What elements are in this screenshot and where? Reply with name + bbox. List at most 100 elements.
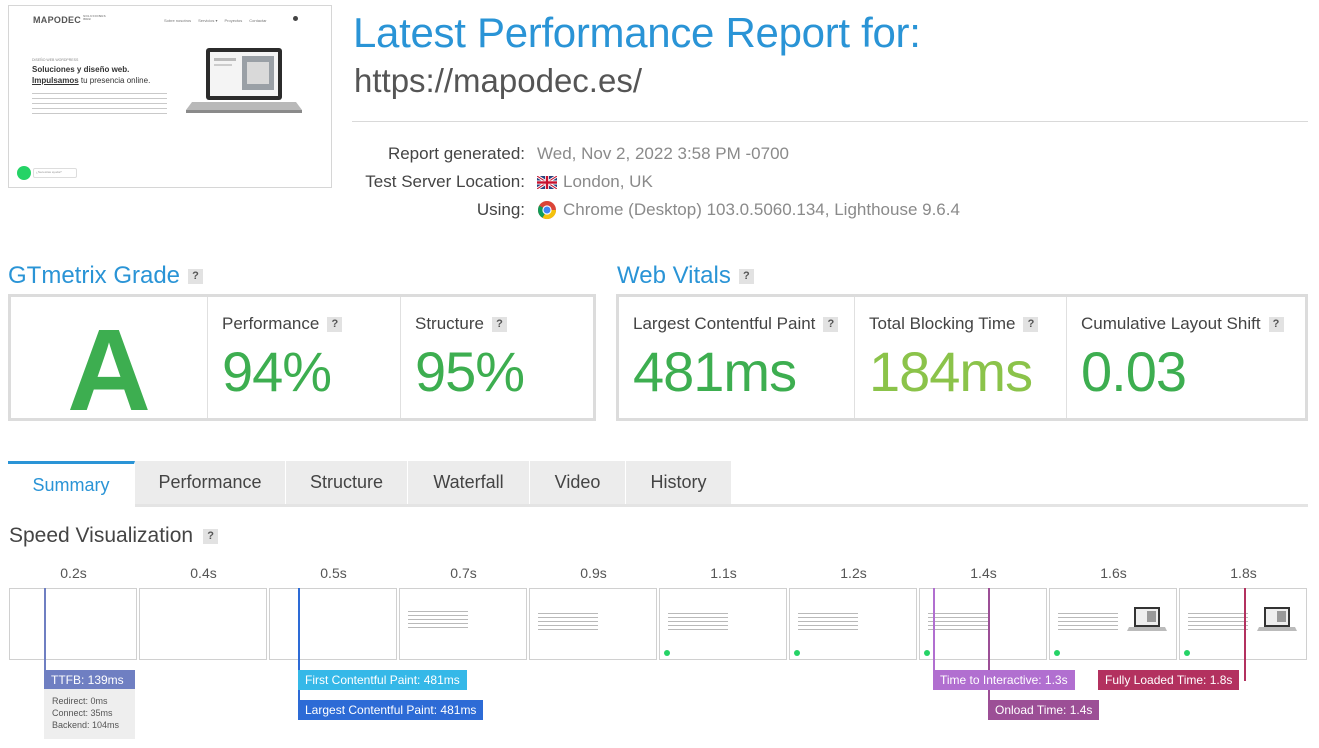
timeline-tick: 0.5s xyxy=(320,565,347,581)
report-generated-value: Wed, Nov 2, 2022 3:58 PM -0700 xyxy=(537,144,790,163)
divider xyxy=(352,121,1308,122)
help-icon[interactable]: ? xyxy=(188,268,204,284)
fcp-marker: First Contentful Paint: 481ms xyxy=(298,670,467,690)
screenshot-nav-item: Sobre nosotros xyxy=(164,18,192,23)
onload-line xyxy=(988,588,990,711)
site-screenshot[interactable]: MAPODEC SOLUCIONES WEB Sobre nosotros Ser… xyxy=(8,5,332,188)
help-icon[interactable]: ? xyxy=(1023,316,1039,332)
timeline-tick: 0.9s xyxy=(580,565,607,581)
tab-waterfall[interactable]: Waterfall xyxy=(408,461,530,504)
filmstrip-frame[interactable] xyxy=(659,588,787,660)
fully-loaded-marker: Fully Loaded Time: 1.8s xyxy=(1098,670,1240,690)
tti-line xyxy=(933,588,935,681)
cls-value: 0.03 xyxy=(1081,340,1187,403)
chat-pill: ¿Necesitas ayuda? xyxy=(33,168,77,178)
fcp-lcp-line xyxy=(298,588,300,712)
filmstrip-frame[interactable] xyxy=(139,588,267,660)
timeline-tick: 1.8s xyxy=(1230,565,1257,581)
timeline-tick: 0.2s xyxy=(60,565,87,581)
fully-loaded-line xyxy=(1244,588,1246,681)
using-value: Chrome (Desktop) 103.0.5060.134, Lightho… xyxy=(537,200,960,220)
performance-cell: Performance? 94% xyxy=(208,297,401,418)
tab-history[interactable]: History xyxy=(626,461,732,504)
structure-label: Structure? xyxy=(415,314,507,334)
whatsapp-icon xyxy=(924,650,930,656)
performance-label: Performance? xyxy=(222,314,343,334)
timeline-ticks: 0.2s 0.4s 0.5s 0.7s 0.9s 1.1s 1.2s 1.4s … xyxy=(8,565,1308,583)
whatsapp-icon xyxy=(1054,650,1060,656)
connect-time: Connect: 35ms xyxy=(52,708,113,718)
timeline-tick: 0.7s xyxy=(450,565,477,581)
filmstrip-frame[interactable] xyxy=(529,588,657,660)
timeline-tick: 0.4s xyxy=(190,565,217,581)
filmstrip-frame[interactable] xyxy=(919,588,1047,660)
help-icon[interactable]: ? xyxy=(491,316,507,332)
tbt-value: 184ms xyxy=(869,340,1033,403)
filmstrip xyxy=(8,588,1308,660)
screenshot-paragraph xyxy=(32,93,167,117)
onload-marker: Onload Time: 1.4s xyxy=(988,700,1100,720)
web-vitals-heading: Web Vitals ? xyxy=(617,262,754,290)
filmstrip-frame[interactable] xyxy=(1179,588,1307,660)
uk-flag-icon xyxy=(537,175,557,189)
lcp-label: Largest Contentful Paint? xyxy=(633,314,839,334)
timeline-tick: 1.2s xyxy=(840,565,867,581)
timeline-tick: 1.1s xyxy=(710,565,737,581)
grade-cell: A xyxy=(11,297,208,435)
filmstrip-frame[interactable] xyxy=(9,588,137,660)
laptop-image xyxy=(1257,607,1297,631)
whatsapp-icon[interactable] xyxy=(17,166,31,180)
timeline-tick: 1.4s xyxy=(970,565,997,581)
redirect-time: Redirect: 0ms xyxy=(52,696,108,706)
screenshot-brand: MAPODEC SOLUCIONES WEB xyxy=(33,14,106,26)
performance-value: 94% xyxy=(222,340,332,403)
screenshot-nav-item: Servicios ▾ xyxy=(198,18,218,23)
lcp-marker: Largest Contentful Paint: 481ms xyxy=(298,700,484,720)
tab-performance[interactable]: Performance xyxy=(135,461,286,504)
web-vitals-panel: Largest Contentful Paint? 481ms Total Bl… xyxy=(616,294,1308,421)
ttfb-marker: TTFB: 139ms xyxy=(44,670,135,690)
tab-summary[interactable]: Summary xyxy=(8,461,135,507)
report-url[interactable]: https://mapodec.es/ xyxy=(354,62,642,99)
grade-panel: A Performance? 94% Structure? 95% xyxy=(8,294,596,435)
tab-video[interactable]: Video xyxy=(530,461,626,504)
help-icon[interactable]: ? xyxy=(327,316,343,332)
tbt-label: Total Blocking Time? xyxy=(869,314,1039,334)
help-icon[interactable]: ? xyxy=(203,528,219,544)
report-title: Latest Performance Report for: xyxy=(353,9,921,56)
lcp-value: 481ms xyxy=(633,340,797,403)
filmstrip-frame[interactable] xyxy=(269,588,397,660)
tab-structure[interactable]: Structure xyxy=(286,461,408,504)
test-location-value: London, UK xyxy=(537,172,653,192)
backend-time: Backend: 104ms xyxy=(52,720,120,730)
screenshot-headline: Soluciones y diseño web. xyxy=(32,65,130,74)
cls-label: Cumulative Layout Shift? xyxy=(1081,314,1284,334)
whatsapp-icon xyxy=(1184,650,1190,656)
tbt-cell: Total Blocking Time? 184ms xyxy=(855,297,1067,418)
filmstrip-frame[interactable] xyxy=(789,588,917,660)
help-icon[interactable]: ? xyxy=(738,268,754,284)
gtmetrix-grade-heading: GTmetrix Grade ? xyxy=(8,262,204,290)
whatsapp-icon xyxy=(664,650,670,656)
tti-marker: Time to Interactive: 1.3s xyxy=(933,670,1075,690)
help-icon[interactable]: ? xyxy=(823,316,839,332)
filmstrip-frame[interactable] xyxy=(399,588,527,660)
filmstrip-frame[interactable] xyxy=(1049,588,1177,660)
chrome-icon xyxy=(538,201,556,220)
cls-cell: Cumulative Layout Shift? 0.03 xyxy=(1067,297,1305,418)
screenshot-user-icon xyxy=(293,16,298,21)
timeline-tick: 1.6s xyxy=(1100,565,1127,581)
screenshot-kicker: DISEÑO WEB WORDPRESS xyxy=(32,58,79,62)
test-location-row: Test Server Location: London, UK xyxy=(353,172,993,194)
tabs-underline xyxy=(8,504,1308,507)
report-tabs: Summary Performance Structure Waterfall … xyxy=(8,461,732,507)
help-icon[interactable]: ? xyxy=(1268,316,1284,332)
screenshot-subheadline: Impulsamos tu presencia online. xyxy=(32,76,151,85)
ttfb-breakdown: Redirect: 0ms Connect: 35ms Backend: 104… xyxy=(44,689,135,739)
ttfb-line xyxy=(44,588,46,689)
screenshot-nav-item: Proyectos xyxy=(224,18,243,23)
screenshot-nav: Sobre nosotros Servicios ▾ Proyectos Con… xyxy=(164,18,267,23)
structure-value: 95% xyxy=(415,340,525,403)
test-location-label: Test Server Location: xyxy=(365,172,525,191)
screenshot-nav-item: Contactar xyxy=(249,18,267,23)
